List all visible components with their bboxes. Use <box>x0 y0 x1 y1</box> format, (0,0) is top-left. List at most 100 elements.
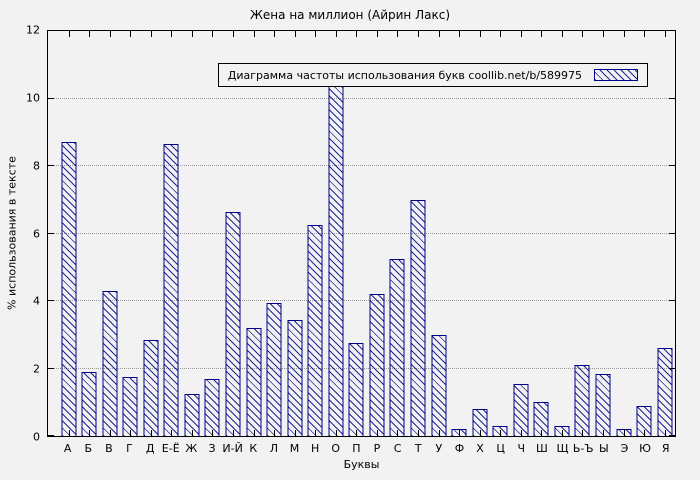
y-tick-label: 4 <box>33 294 40 308</box>
bar-К <box>246 328 262 436</box>
x-tick-label: С <box>393 442 402 455</box>
x-tick-label: О <box>331 442 341 455</box>
y-tick-mark <box>48 97 54 99</box>
legend-box: Диаграмма частоты использования букв coo… <box>217 63 648 87</box>
x-tick-mark <box>233 430 235 436</box>
x-tick-mark <box>623 430 625 436</box>
x-tick-mark <box>397 31 399 37</box>
x-tick-mark <box>459 430 461 436</box>
x-tick-mark <box>561 31 563 37</box>
y-tick-mark <box>48 435 54 436</box>
gridline <box>48 97 675 99</box>
x-tick-mark <box>603 430 605 436</box>
bar-Ы <box>595 373 611 436</box>
plot-area: Диаграмма частоты использования букв coo… <box>47 30 676 437</box>
y-tick-mark <box>669 30 675 31</box>
x-tick-mark <box>561 430 563 436</box>
x-tick-mark <box>191 430 193 436</box>
x-tick-mark <box>500 31 502 37</box>
y-tick-label: 8 <box>33 159 40 173</box>
bar-Е-Ё <box>163 144 179 436</box>
bar-Г <box>122 376 138 436</box>
x-tick-mark <box>356 31 358 37</box>
x-tick-label: И-Й <box>222 442 243 455</box>
x-tick-mark <box>130 31 132 37</box>
bar-Л <box>266 302 282 436</box>
x-tick-mark <box>150 31 152 37</box>
bar-Ж <box>184 393 200 436</box>
x-tick-mark <box>397 430 399 436</box>
bar-А <box>61 142 77 436</box>
y-tick-label: 10 <box>26 91 40 105</box>
x-tick-label: Л <box>269 442 278 455</box>
x-tick-mark <box>479 430 481 436</box>
x-tick-mark <box>109 430 111 436</box>
x-tick-mark <box>68 430 70 436</box>
y-tick-label: 2 <box>33 362 40 376</box>
x-tick-mark <box>274 31 276 37</box>
x-axis-label: Буквы <box>343 458 380 471</box>
x-tick-mark <box>438 31 440 37</box>
x-tick-mark <box>418 31 420 37</box>
gridline <box>48 165 675 167</box>
x-tick-mark <box>356 430 358 436</box>
bar-Я <box>657 348 673 436</box>
x-tick-label: Ю <box>639 442 652 455</box>
bar-Х <box>472 409 488 436</box>
x-tick-mark <box>253 430 255 436</box>
x-tick-mark <box>479 31 481 37</box>
x-tick-label: Я <box>661 442 670 455</box>
x-tick-label: М <box>289 442 300 455</box>
x-tick-mark <box>644 430 646 436</box>
x-tick-mark <box>274 430 276 436</box>
y-tick-mark <box>48 232 54 234</box>
bar-П <box>348 343 364 436</box>
x-tick-mark <box>89 31 91 37</box>
x-tick-mark <box>582 430 584 436</box>
x-tick-label: Г <box>126 442 133 455</box>
x-tick-label: З <box>208 442 216 455</box>
bar-Р <box>369 294 385 436</box>
x-tick-mark <box>109 31 111 37</box>
x-tick-label: Т <box>414 442 422 455</box>
y-tick-label: 6 <box>33 227 40 240</box>
y-tick-mark <box>48 300 54 302</box>
x-tick-mark <box>500 430 502 436</box>
x-tick-mark <box>294 31 296 37</box>
x-tick-mark <box>582 31 584 37</box>
x-tick-label: В <box>105 442 113 455</box>
x-tick-label: Ц <box>496 442 505 455</box>
y-tick-mark <box>669 232 675 234</box>
x-tick-mark <box>315 430 317 436</box>
x-tick-mark <box>520 31 522 37</box>
x-tick-mark <box>459 31 461 37</box>
x-tick-label: Б <box>84 442 93 455</box>
x-tick-label: У <box>435 442 443 455</box>
x-tick-mark <box>315 31 317 37</box>
bar-В <box>102 290 118 436</box>
x-tick-mark <box>212 31 214 37</box>
x-tick-label: Х <box>476 442 484 455</box>
bar-У <box>431 334 447 436</box>
x-tick-mark <box>171 31 173 37</box>
x-tick-label: П <box>352 442 361 455</box>
x-tick-label: К <box>249 442 258 455</box>
x-tick-label: Ч <box>517 442 526 455</box>
x-tick-mark <box>253 31 255 37</box>
x-tick-label: Ж <box>185 442 198 455</box>
x-tick-mark <box>623 31 625 37</box>
x-tick-label: Е-Ё <box>161 442 180 455</box>
y-tick-mark <box>669 300 675 302</box>
x-tick-mark <box>376 430 378 436</box>
legend-swatch-hatched <box>594 69 638 81</box>
y-tick-mark <box>48 165 54 167</box>
bar-Ш <box>533 402 549 436</box>
x-tick-mark <box>644 31 646 37</box>
bar-З <box>204 378 220 436</box>
x-tick-mark <box>130 430 132 436</box>
legend-label: Диаграмма частоты использования букв coo… <box>227 68 582 82</box>
bar-О <box>328 71 344 436</box>
x-tick-mark <box>68 31 70 37</box>
bar-Ь-Ъ <box>574 365 590 436</box>
x-tick-mark <box>541 31 543 37</box>
